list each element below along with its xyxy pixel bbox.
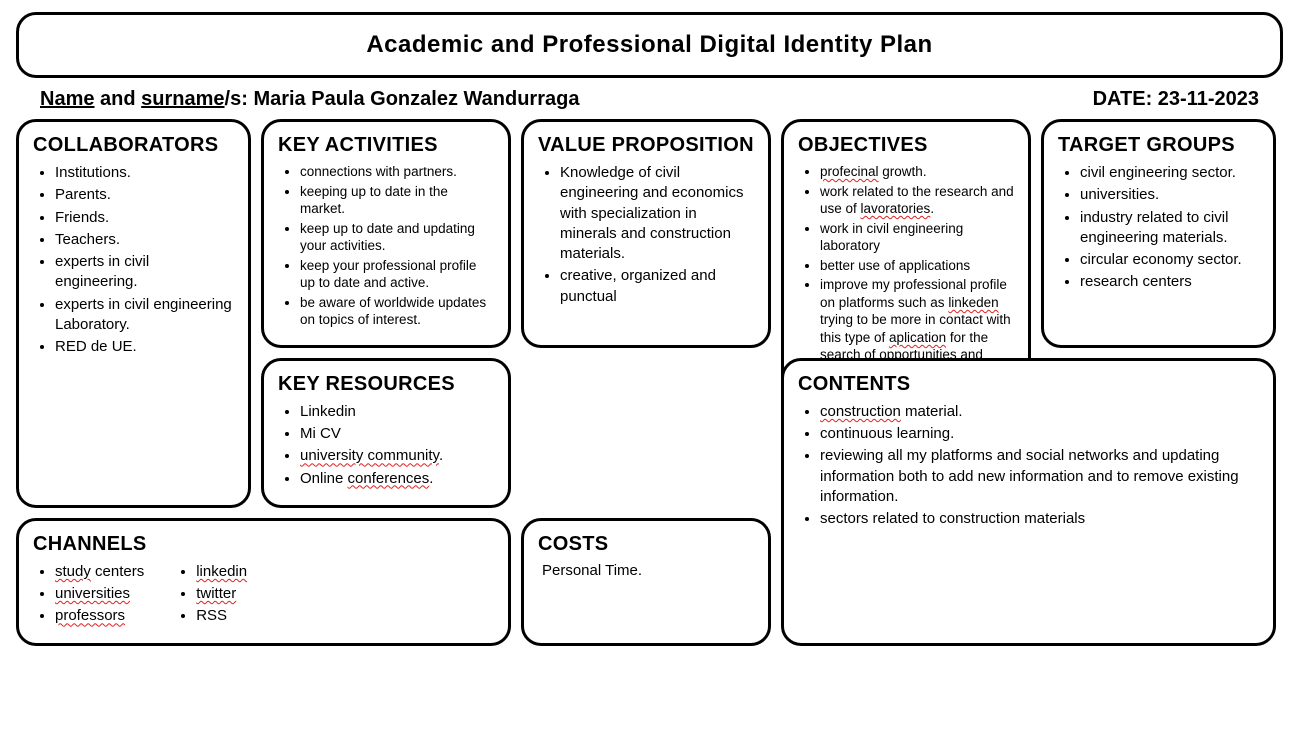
list-key-resources: LinkedinMi CVuniversity community. Online… [278,402,494,489]
date-label: DATE: [1093,88,1158,110]
list-item: be aware of worldwide updates on topics … [300,294,494,329]
heading-key-resources: KEY RESOURCES [278,373,494,396]
box-target-groups: TARGET GROUPS civil engineering sector.u… [1041,119,1276,348]
meta-row: Name and surname/s: Maria Paula Gonzalez… [16,88,1283,119]
list-item: circular economy sector. [1080,250,1259,270]
list-item: experts in civil engineering. [55,252,234,293]
name-label-suffix: /s: [225,88,254,110]
heading-objectives: OBJECTIVES [798,134,1014,157]
heading-key-activities: KEY ACTIVITIES [278,134,494,157]
name-value: Maria Paula Gonzalez Wandurraga [253,88,579,110]
date-block: DATE: 23-11-2023 [1093,88,1259,111]
name-block: Name and surname/s: Maria Paula Gonzalez… [40,88,579,111]
list-channels-col2: linkedin twitterRSS [174,562,247,629]
list-value-proposition: Knowledge of civil engineering and econo… [538,163,754,307]
list-item: Institutions. [55,163,234,183]
heading-channels: CHANNELS [33,533,494,556]
box-contents: CONTENTS construction material.continuou… [781,358,1276,646]
channels-columns: study centers universitiesprofessors lin… [33,562,494,629]
list-item: creative, organized and punctual [560,266,754,307]
box-channels: CHANNELS study centers universitiesprofe… [16,518,511,646]
list-item: better use of applications [820,257,1014,275]
box-key-activities: KEY ACTIVITIES connections with partners… [261,119,511,348]
list-item: continuous learning. [820,424,1259,444]
list-item: linkedin [196,562,247,582]
list-collaborators: Institutions.Parents. Friends.Teachers. e… [33,163,234,357]
list-item: keeping up to date in the market. [300,183,494,218]
title-box: Academic and Professional Digital Identi… [16,12,1283,78]
list-item: work in civil engineering laboratory [820,220,1014,255]
list-item: experts in civil engineering Laboratory. [55,295,234,336]
list-item: keep your professional profile up to dat… [300,257,494,292]
list-item: twitter [196,584,247,604]
list-item: construction material. [820,402,1259,422]
list-item: reviewing all my platforms and social ne… [820,446,1259,507]
list-contents: construction material.continuous learnin… [798,402,1259,530]
list-item: university community. [300,446,494,466]
heading-costs: COSTS [538,533,754,556]
heading-contents: CONTENTS [798,373,1259,396]
list-item: Parents. [55,185,234,205]
box-collaborators: COLLABORATORS Institutions.Parents. Frien… [16,119,251,508]
list-item: industry related to civil engineering ma… [1080,208,1259,249]
list-item: Teachers. [55,230,234,250]
name-label-2: surname [141,88,224,110]
list-item: connections with partners. [300,163,494,181]
list-channels-col1: study centers universitiesprofessors [33,562,144,629]
heading-collaborators: COLLABORATORS [33,134,234,157]
list-item: Online conferences. [300,469,494,489]
box-value-proposition: VALUE PROPOSITION Knowledge of civil eng… [521,119,771,348]
date-value: 23-11-2023 [1158,88,1259,110]
heading-target-groups: TARGET GROUPS [1058,134,1259,157]
list-item: keep up to date and updating your activi… [300,220,494,255]
list-target-groups: civil engineering sector.universities. in… [1058,163,1259,293]
name-label-1: Name [40,88,94,110]
name-label-and: and [94,88,141,110]
heading-value-proposition: VALUE PROPOSITION [538,134,754,157]
list-item: work related to the research and use of … [820,183,1014,218]
list-item: RSS [196,606,247,626]
list-item: sectors related to construction material… [820,509,1259,529]
list-item: research centers [1080,272,1259,292]
costs-text: Personal Time. [542,562,754,579]
page-title: Academic and Professional Digital Identi… [37,31,1262,59]
list-item: universities. [1080,185,1259,205]
list-item: professors [55,606,144,626]
box-key-resources: KEY RESOURCES LinkedinMi CVuniversity co… [261,358,511,508]
list-item: Knowledge of civil engineering and econo… [560,163,754,264]
list-item: profecinal growth. [820,163,1014,181]
list-item: study centers [55,562,144,582]
list-item: Friends. [55,208,234,228]
box-costs: COSTS Personal Time. [521,518,771,646]
canvas-grid: COLLABORATORS Institutions.Parents. Frien… [16,119,1283,646]
list-key-activities: connections with partners. keeping up to … [278,163,494,329]
list-item: RED de UE. [55,337,234,357]
list-objectives: profecinal growth. work related to the re… [798,163,1014,382]
list-item: universities [55,584,144,604]
list-item: civil engineering sector. [1080,163,1259,183]
list-item: Mi CV [300,424,494,444]
list-item: Linkedin [300,402,494,422]
